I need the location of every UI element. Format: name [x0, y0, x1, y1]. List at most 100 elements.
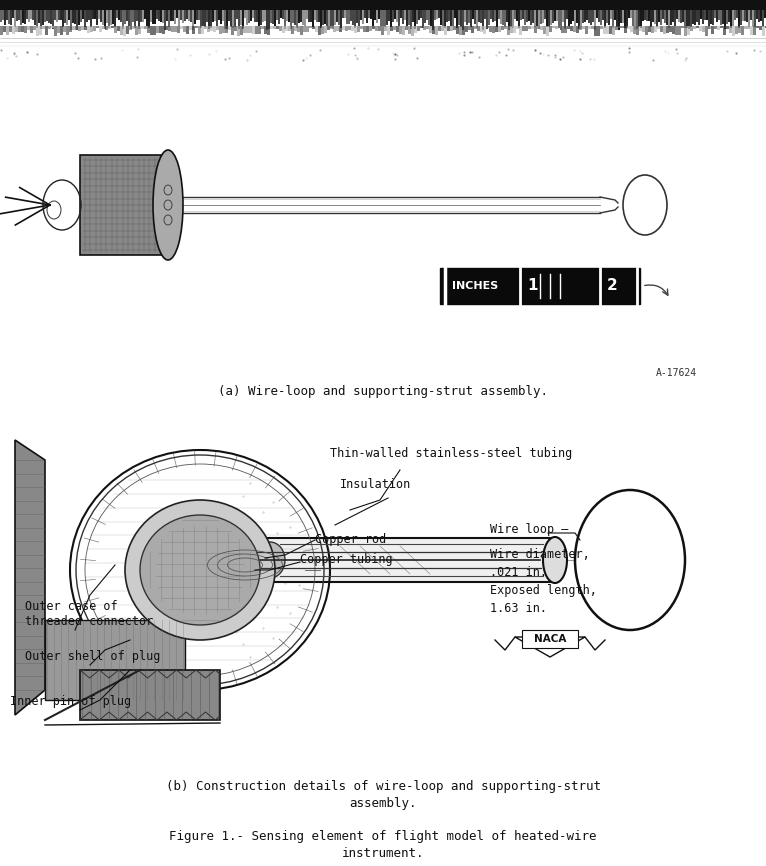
Bar — [672, 10, 674, 23]
Bar — [724, 10, 726, 29]
Bar — [171, 26, 174, 32]
Bar — [288, 26, 291, 30]
Bar — [422, 10, 424, 28]
Bar — [278, 10, 280, 24]
Bar — [168, 26, 171, 31]
Bar — [76, 10, 78, 29]
Bar — [746, 10, 748, 23]
Bar — [470, 10, 472, 27]
Bar — [358, 10, 360, 26]
Bar — [480, 10, 482, 23]
Bar — [458, 10, 460, 24]
Bar — [290, 10, 292, 29]
Bar — [126, 10, 128, 21]
Bar — [258, 26, 261, 34]
Bar — [514, 10, 516, 19]
Bar — [366, 26, 369, 32]
Bar — [150, 26, 153, 36]
Bar — [650, 10, 652, 27]
Bar — [434, 10, 436, 21]
Bar — [512, 10, 514, 29]
Bar — [216, 10, 218, 26]
Bar — [378, 26, 381, 31]
Bar — [40, 10, 42, 29]
Bar — [264, 10, 266, 21]
Text: 1: 1 — [527, 279, 538, 294]
Bar — [141, 26, 144, 29]
Bar — [444, 26, 447, 35]
Bar — [132, 26, 135, 29]
Bar — [640, 10, 642, 29]
Bar — [420, 10, 422, 18]
Bar — [453, 26, 456, 29]
Bar — [62, 10, 64, 28]
Bar — [82, 10, 84, 19]
Bar — [240, 26, 243, 36]
Bar — [224, 10, 226, 29]
Bar — [177, 26, 180, 33]
Bar — [612, 26, 615, 36]
Bar — [315, 26, 318, 32]
Bar — [730, 10, 732, 28]
Bar — [344, 10, 346, 18]
Bar — [108, 10, 110, 29]
Bar — [6, 26, 9, 36]
Bar — [84, 10, 86, 27]
Bar — [381, 26, 384, 36]
Bar — [30, 10, 32, 19]
Bar — [12, 10, 14, 18]
Bar — [80, 670, 220, 720]
Bar — [528, 26, 531, 29]
Bar — [334, 10, 336, 25]
Bar — [138, 26, 141, 35]
Bar — [314, 10, 316, 20]
Bar — [81, 26, 84, 29]
Text: Copper tubing: Copper tubing — [300, 553, 393, 566]
Bar — [543, 26, 546, 34]
Bar — [489, 26, 492, 32]
Bar — [572, 10, 574, 21]
Bar — [440, 10, 442, 25]
Bar — [762, 26, 765, 36]
Bar — [657, 26, 660, 29]
Bar — [723, 26, 726, 36]
Bar — [694, 10, 696, 25]
Bar — [406, 10, 408, 26]
Bar — [624, 26, 627, 33]
Bar — [302, 10, 304, 25]
Bar — [546, 26, 549, 36]
Bar — [432, 26, 435, 34]
Bar — [630, 10, 632, 18]
Bar — [656, 10, 658, 27]
Bar — [578, 10, 580, 29]
Bar — [297, 26, 300, 32]
Bar — [192, 10, 194, 29]
Bar — [190, 10, 192, 23]
Bar — [464, 10, 466, 23]
Bar — [354, 10, 356, 28]
Bar — [736, 10, 738, 18]
Bar — [708, 10, 710, 29]
Bar — [306, 26, 309, 32]
Bar — [690, 26, 693, 31]
Text: 1.63 in.: 1.63 in. — [490, 602, 547, 615]
Bar — [705, 26, 708, 36]
Bar — [474, 26, 477, 29]
Bar — [136, 10, 138, 21]
Bar — [441, 26, 444, 31]
Bar — [748, 10, 750, 27]
Bar — [303, 26, 306, 32]
Bar — [594, 26, 597, 36]
Bar — [438, 10, 440, 18]
Bar — [84, 26, 87, 30]
Bar — [712, 10, 714, 25]
Bar — [420, 26, 423, 28]
Bar — [342, 10, 344, 18]
Bar — [147, 26, 150, 33]
Bar — [390, 26, 393, 31]
Bar — [158, 10, 160, 21]
Bar — [12, 26, 15, 35]
Bar — [498, 10, 500, 19]
Bar — [718, 10, 720, 20]
Text: Outer case of
threaded connector: Outer case of threaded connector — [25, 600, 153, 628]
